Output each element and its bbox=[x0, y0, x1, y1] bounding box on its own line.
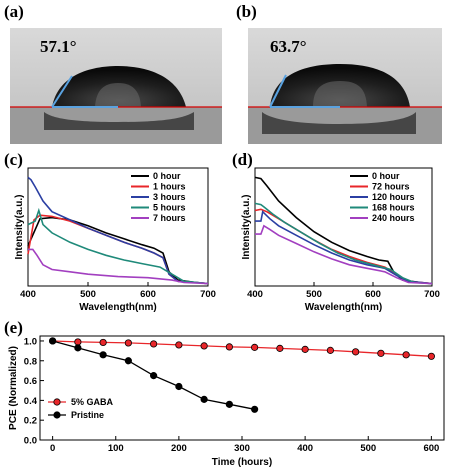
x-tick-label-e: 600 bbox=[423, 443, 439, 454]
data-point-e-1 bbox=[225, 400, 233, 408]
contact-angle-b: 63.7° bbox=[270, 37, 307, 56]
x-tick-label-c: 700 bbox=[200, 289, 216, 300]
series-line-c-4 bbox=[28, 248, 209, 285]
x-tick-label-c: 600 bbox=[140, 289, 156, 300]
data-point-e-0 bbox=[377, 349, 385, 357]
chart-d: 400 500 600 700 Wavelength(nm) Intensity(a.u.… bbox=[241, 167, 440, 313]
data-point-e-1 bbox=[124, 357, 132, 365]
y-tick-label-e: 1.0 bbox=[24, 336, 37, 347]
data-point-e-1 bbox=[150, 372, 158, 380]
y-axis-label-d: Intensity(a.u.) bbox=[241, 194, 252, 259]
x-axis-label-d: Wavelength(nm) bbox=[305, 302, 382, 313]
y-axis-label-c: Intensity(a.u.) bbox=[14, 194, 25, 259]
x-tick-label-c: 500 bbox=[80, 289, 96, 300]
contact-angle-a: 57.1° bbox=[40, 37, 77, 56]
y-tick-label-e: 0.4 bbox=[24, 396, 38, 407]
series-line-c-2 bbox=[27, 176, 209, 285]
tangent-line-b bbox=[269, 74, 287, 108]
data-point-e-0 bbox=[352, 348, 360, 356]
data-point-e-0 bbox=[251, 343, 259, 351]
y-tick-label-e: 0.0 bbox=[24, 436, 37, 447]
x-tick-label-e: 400 bbox=[297, 443, 313, 454]
data-point-e-0 bbox=[326, 346, 334, 354]
legend-marker-e-0 bbox=[53, 398, 61, 406]
series-line-d-2 bbox=[255, 210, 433, 285]
droplet-a-highlight bbox=[95, 83, 141, 107]
x-tick-label-d: 400 bbox=[247, 289, 263, 300]
x-tick-label-d: 500 bbox=[306, 289, 322, 300]
panel-label-e: (e) bbox=[4, 318, 23, 337]
legend-label-d-1: 72 hours bbox=[372, 182, 410, 192]
legend-label-c-0: 0 hour bbox=[153, 171, 181, 181]
legend-label-d-2: 120 hours bbox=[372, 192, 415, 202]
series-line-d-4 bbox=[255, 224, 433, 285]
data-point-e-0 bbox=[99, 338, 107, 347]
reflection-a bbox=[44, 112, 194, 130]
data-point-e-1 bbox=[200, 395, 208, 403]
data-point-e-1 bbox=[175, 382, 183, 391]
reflection-b bbox=[262, 112, 416, 134]
contact-angle-photo-b: 63.7° bbox=[248, 28, 442, 144]
data-point-e-0 bbox=[301, 345, 309, 353]
x-tick-label-c: 400 bbox=[20, 289, 36, 300]
panel-label-d: (d) bbox=[232, 150, 253, 169]
x-tick-label-d: 700 bbox=[424, 289, 440, 300]
data-point-e-0 bbox=[200, 342, 208, 350]
droplet-b-highlight bbox=[313, 81, 367, 107]
legend-label-e-0: 5% GABA bbox=[71, 397, 114, 407]
y-axis-label-e: PCE (Normalized) bbox=[8, 346, 19, 430]
x-tick-label-e: 100 bbox=[108, 443, 124, 454]
y-tick-label-e: 0.8 bbox=[24, 356, 37, 367]
panel-label-c: (c) bbox=[4, 150, 23, 169]
legend-label-c-2: 3 hours bbox=[153, 192, 186, 202]
series-line-c-3 bbox=[27, 207, 209, 285]
legend-label-c-4: 7 hours bbox=[153, 213, 186, 223]
data-point-e-1 bbox=[49, 337, 57, 345]
data-point-e-0 bbox=[225, 343, 233, 351]
data-point-e-0 bbox=[175, 341, 183, 349]
data-point-e-0 bbox=[124, 339, 132, 347]
plot-frame-d bbox=[254, 167, 433, 287]
legend-label-c-3: 5 hours bbox=[153, 203, 186, 213]
x-tick-label-e: 200 bbox=[171, 443, 187, 454]
contact-angle-photo-a: 57.1° bbox=[10, 28, 222, 144]
legend-label-d-4: 240 hours bbox=[372, 213, 415, 223]
legend-label-e-1: Pristine bbox=[71, 410, 104, 420]
legend-label-d-3: 168 hours bbox=[372, 203, 415, 213]
panel-label-b: (b) bbox=[236, 2, 257, 21]
tangent-line-a bbox=[51, 75, 73, 108]
data-point-e-1 bbox=[99, 351, 107, 359]
legend-label-d-0: 0 hour bbox=[372, 171, 400, 181]
y-tick-label-e: 0.2 bbox=[24, 416, 37, 427]
series-line-e-0 bbox=[52, 340, 432, 357]
data-point-e-0 bbox=[427, 352, 435, 360]
series-line-c-1 bbox=[27, 214, 209, 285]
data-point-e-0 bbox=[74, 338, 82, 346]
x-axis-label-e: Time (hours) bbox=[212, 457, 272, 468]
x-tick-label-e: 0 bbox=[50, 443, 55, 454]
data-point-e-1 bbox=[74, 344, 82, 352]
chart-c: 400 500 600 700 Wavelength(nm) Intensity(a.u.… bbox=[14, 167, 216, 313]
x-tick-label-d: 600 bbox=[365, 289, 381, 300]
data-point-e-0 bbox=[150, 340, 158, 348]
series-line-d-3 bbox=[254, 202, 433, 285]
x-tick-label-e: 500 bbox=[360, 443, 376, 454]
legend-marker-e-1 bbox=[53, 411, 61, 419]
y-tick-label-e: 0.6 bbox=[24, 376, 37, 387]
data-point-e-1 bbox=[251, 405, 259, 413]
legend-label-c-1: 1 hours bbox=[153, 182, 186, 192]
data-point-e-0 bbox=[276, 344, 284, 352]
series-line-c-0 bbox=[27, 216, 209, 285]
x-tick-label-e: 300 bbox=[234, 443, 250, 454]
chart-e: 0 100 200 300 400 500 600 0.0 0.2 0.4 0.6 0.8 1.0 Tim… bbox=[8, 335, 445, 468]
data-point-e-0 bbox=[402, 351, 410, 359]
x-axis-label-c: Wavelength(nm) bbox=[79, 302, 156, 313]
plot-frame-c bbox=[27, 167, 209, 287]
panel-label-a: (a) bbox=[4, 2, 24, 21]
